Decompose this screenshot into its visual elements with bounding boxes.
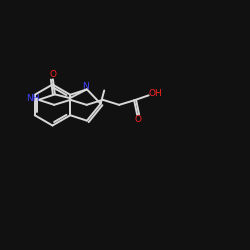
Text: NH: NH	[26, 94, 40, 103]
Text: O: O	[134, 115, 141, 124]
Text: OH: OH	[149, 89, 162, 98]
Text: O: O	[50, 70, 56, 79]
Text: N: N	[82, 82, 89, 91]
